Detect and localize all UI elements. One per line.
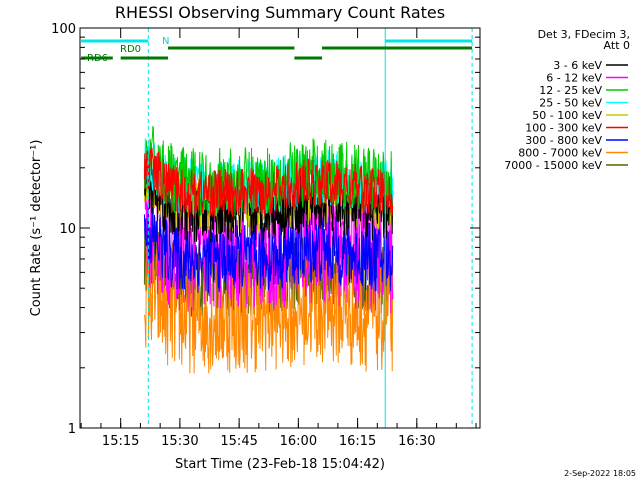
legend-label: 7000 - 15000 keV <box>504 159 602 172</box>
x-tick-label: 16:30 <box>398 434 435 449</box>
x-tick-label: 15:15 <box>102 434 139 449</box>
rd6-label: RD6 <box>87 53 108 64</box>
legend-label: 800 - 7000 keV <box>518 147 602 160</box>
legend-label: 6 - 12 keV <box>546 72 602 85</box>
series-line-5 <box>143 147 394 218</box>
legend-label: 25 - 50 keV <box>539 97 602 110</box>
y-axis-label: Count Rate (s⁻¹ detector⁻¹) <box>29 140 44 317</box>
y-tick-label: 1 <box>68 422 76 437</box>
rd0-label: RD0 <box>120 44 141 55</box>
x-tick-label: 15:30 <box>161 434 198 449</box>
legend-label: 12 - 25 keV <box>539 84 602 97</box>
x-axis-label: Start Time (23-Feb-18 15:04:42) <box>175 457 385 472</box>
legend-label: 50 - 100 keV <box>532 109 602 122</box>
x-tick-label: 16:15 <box>339 434 376 449</box>
legend-label: 300 - 800 keV <box>525 134 602 147</box>
y-tick-label: 100 <box>51 22 76 37</box>
y-tick-label: 10 <box>59 222 76 237</box>
plot-area: N RD0 RD6 <box>81 28 473 428</box>
x-tick-label: 15:45 <box>220 434 257 449</box>
series-line-6 <box>143 206 394 294</box>
date-stamp: 2-Sep-2022 18:05 <box>564 469 636 478</box>
x-tick-label: 16:00 <box>280 434 317 449</box>
legend-label: 100 - 300 keV <box>525 122 602 135</box>
night-label: N <box>162 36 169 47</box>
chart-title: RHESSI Observing Summary Count Rates <box>115 3 445 22</box>
axis-ticks: 1 10 100 15:15 15:30 15:45 16:00 16:15 16:30 <box>51 22 481 449</box>
legend-header: Att 0 <box>604 39 630 52</box>
legend-label: 3 - 6 keV <box>553 59 602 72</box>
legend-header: Det 3, FDecim 3, <box>538 28 630 41</box>
series-line-2 <box>143 125 394 217</box>
